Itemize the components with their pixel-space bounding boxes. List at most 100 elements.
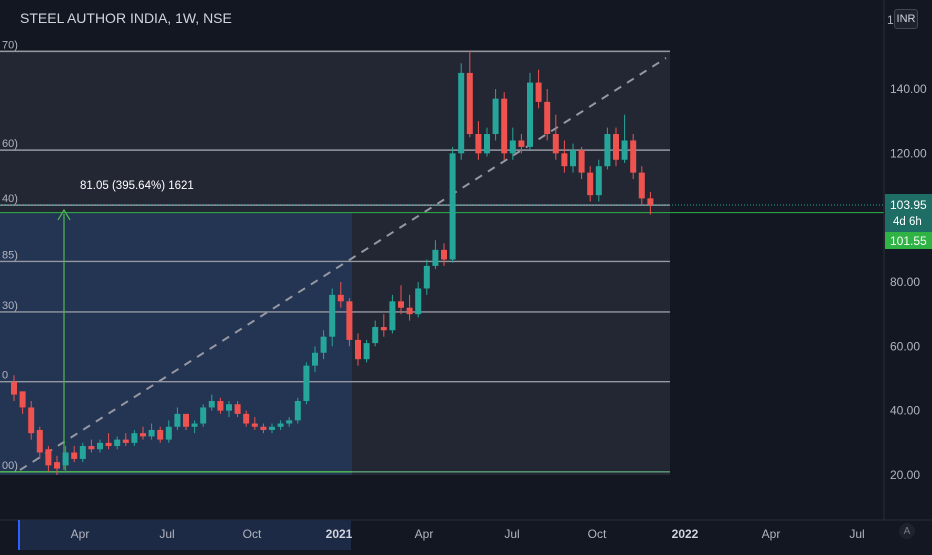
candle-up[interactable] — [484, 134, 490, 154]
candle-up[interactable] — [604, 134, 611, 167]
candle-up[interactable] — [312, 352, 318, 366]
candle-down[interactable] — [535, 82, 542, 102]
candle-up[interactable] — [595, 166, 602, 196]
price-axis-top-label: 1 — [887, 13, 894, 27]
currency-button[interactable]: INR — [894, 9, 918, 29]
candle-down[interactable] — [552, 134, 559, 154]
trend-line[interactable] — [19, 57, 667, 471]
candle-down[interactable] — [587, 172, 594, 196]
candle-up[interactable] — [294, 401, 301, 421]
fib-level-label: 70) — [2, 39, 18, 51]
candle-up[interactable] — [320, 336, 327, 353]
candle-down[interactable] — [45, 449, 52, 466]
candle-down[interactable] — [647, 198, 654, 205]
candle-up[interactable] — [329, 294, 336, 337]
candle-down[interactable] — [54, 462, 60, 469]
candle-up[interactable] — [148, 429, 155, 437]
candle-up[interactable] — [174, 413, 181, 427]
candle-up[interactable] — [570, 150, 576, 167]
candle-up[interactable] — [621, 140, 628, 160]
candle-up[interactable] — [226, 404, 232, 411]
candle-down[interactable] — [28, 407, 35, 434]
candle-down[interactable] — [251, 423, 258, 427]
candle-down[interactable] — [346, 301, 353, 340]
measure-label: 81.05 (395.64%) 1621 — [80, 180, 194, 192]
fib-level-label: 60) — [2, 138, 18, 150]
candle-up[interactable] — [492, 98, 499, 135]
price-tick-label: 140.00 — [890, 82, 927, 96]
candle-down[interactable] — [441, 249, 447, 260]
candle-up[interactable] — [191, 423, 198, 427]
candle-down[interactable] — [613, 134, 619, 160]
date-range-area[interactable] — [0, 212, 352, 475]
candle-up[interactable] — [415, 288, 422, 315]
candle-up[interactable] — [372, 327, 379, 344]
candle-up[interactable] — [200, 407, 207, 424]
candle-down[interactable] — [105, 442, 112, 447]
candle-down[interactable] — [243, 413, 250, 424]
candle-up[interactable] — [165, 426, 172, 440]
candle-up[interactable] — [131, 433, 138, 443]
measure-arrow-head — [57, 208, 71, 221]
candle-up[interactable] — [79, 446, 86, 459]
price-tick-label: 60.00 — [890, 339, 920, 353]
candle-down[interactable] — [71, 452, 78, 459]
candle-down[interactable] — [466, 72, 473, 135]
candle-down[interactable] — [217, 401, 224, 411]
candle-up[interactable] — [432, 249, 439, 266]
candle-down[interactable] — [260, 426, 267, 430]
candle-up[interactable] — [363, 343, 370, 360]
time-tick-label: Apr — [762, 527, 781, 541]
price-axis[interactable] — [884, 0, 932, 520]
candle-up[interactable] — [269, 426, 275, 430]
candle-up[interactable] — [527, 82, 533, 147]
candle-down[interactable] — [122, 439, 129, 443]
candle-down[interactable] — [11, 381, 17, 395]
candle-up[interactable] — [423, 265, 430, 289]
candle-up[interactable] — [303, 365, 310, 402]
candle-up[interactable] — [114, 439, 121, 447]
candle-down[interactable] — [380, 327, 387, 331]
candle-down[interactable] — [406, 307, 413, 315]
candle-up[interactable] — [277, 423, 284, 427]
time-tick-label: Jul — [159, 527, 174, 541]
candle-up[interactable] — [286, 420, 293, 424]
fib-level-label: 0 — [2, 370, 8, 382]
candle-down[interactable] — [475, 134, 482, 154]
candle-up[interactable] — [97, 442, 103, 450]
candle-down[interactable] — [544, 101, 551, 135]
candle-down[interactable] — [355, 339, 361, 360]
candle-up[interactable] — [62, 452, 69, 466]
fib-level-label: 30) — [2, 300, 18, 312]
candle-up[interactable] — [458, 72, 465, 154]
auto-scale-button[interactable]: A — [899, 523, 915, 539]
candle-down[interactable] — [518, 140, 525, 147]
time-tick-label: Apr — [415, 527, 434, 541]
candle-up[interactable] — [509, 140, 516, 154]
candle-down[interactable] — [234, 404, 241, 414]
bar-countdown: 4d 6h — [893, 216, 922, 228]
candle-down[interactable] — [337, 294, 344, 302]
symbol-title[interactable]: STEEL AUTHOR INDIA, 1W, NSE — [20, 10, 232, 26]
candle-up[interactable] — [449, 153, 456, 260]
candle-down[interactable] — [578, 150, 585, 173]
candle-down[interactable] — [19, 391, 26, 408]
ref-price-value: 101.55 — [890, 234, 927, 248]
candle-down[interactable] — [630, 140, 637, 173]
time-tick-label: Jul — [504, 527, 519, 541]
candle-down[interactable] — [140, 433, 146, 437]
candle-down[interactable] — [183, 413, 189, 427]
time-tick-label: Oct — [588, 527, 607, 541]
candle-down[interactable] — [88, 446, 95, 450]
candle-up[interactable] — [389, 301, 396, 331]
candle-down[interactable] — [638, 172, 645, 199]
time-tick-label: Apr — [71, 527, 90, 541]
candle-down[interactable] — [501, 98, 508, 154]
candle-down[interactable] — [398, 301, 404, 308]
candle-down[interactable] — [157, 429, 164, 440]
candle-up[interactable] — [208, 401, 215, 408]
candle-down[interactable] — [561, 153, 568, 167]
candle-down[interactable] — [36, 429, 43, 453]
